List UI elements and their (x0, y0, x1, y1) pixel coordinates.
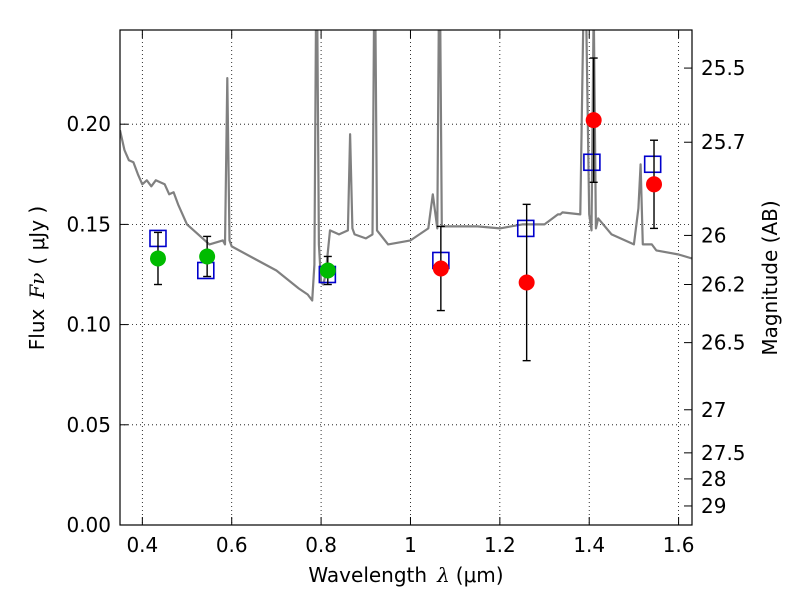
y2-tick-label: 25.5 (701, 56, 746, 80)
x-tick-label: 1.4 (573, 533, 605, 557)
model-square-marker (516, 219, 535, 238)
green-data-point (199, 248, 216, 265)
y-tick-label: 0.10 (66, 313, 111, 337)
red-data-point (518, 274, 535, 291)
green-data-point (319, 262, 336, 279)
y2-tick-label: 26.2 (701, 273, 746, 297)
x-axis-unit: (μm) (456, 563, 504, 587)
plot-frame (119, 29, 693, 526)
plot-content (120, 30, 692, 362)
x-axis-symbol: λ (436, 563, 450, 587)
y2-tick-label: 28 (701, 467, 726, 491)
x-tick-label: 1.6 (663, 533, 695, 557)
x-tick-label: 0.4 (126, 533, 158, 557)
x-tick-label: 0.6 (216, 533, 248, 557)
red-data-point (432, 260, 449, 277)
ticks: 0.4 0.6 0.8 1 1.2 1.4 1.6 0.00 0.05 0.10 0.15 0.20 2… (66, 30, 746, 557)
y-axis-title-prefix: Flux (25, 308, 49, 350)
y-tick-label: 0.15 (66, 212, 111, 236)
y2-tick-label: 29 (701, 494, 726, 518)
y-axis-symbol: Fν (25, 273, 49, 300)
red-data-point (646, 176, 663, 193)
grid (120, 30, 692, 526)
x-axis-title: Wavelength λ (μm) (308, 563, 503, 587)
spectrum-line (120, 30, 692, 302)
model-square-marker (583, 153, 601, 172)
red-data-point (585, 112, 602, 129)
x-tick-label: 1 (404, 533, 417, 557)
y2-tick-label: 27 (701, 398, 726, 422)
y2-tick-label: 27.5 (701, 441, 746, 465)
x-tick-label: 0.8 (305, 533, 337, 557)
y2-tick-label: 26.5 (701, 331, 746, 355)
y-tick-label: 0.05 (66, 413, 111, 437)
model-square-marker (643, 155, 662, 174)
y-axis-title: Flux Fν ( μJy ) (25, 206, 49, 350)
y-tick-label: 0.00 (66, 513, 111, 537)
y-tick-label: 0.20 (66, 112, 111, 136)
x-axis-title-prefix: Wavelength (308, 563, 427, 587)
green-data-point (149, 250, 166, 267)
y2-tick-label: 25.7 (701, 130, 746, 154)
y-axis-unit: ( μJy ) (25, 206, 49, 265)
y2-tick-label: 26 (701, 223, 726, 247)
y2-axis-title: Magnitude (AB) (758, 200, 782, 355)
x-tick-label: 1.2 (484, 533, 516, 557)
